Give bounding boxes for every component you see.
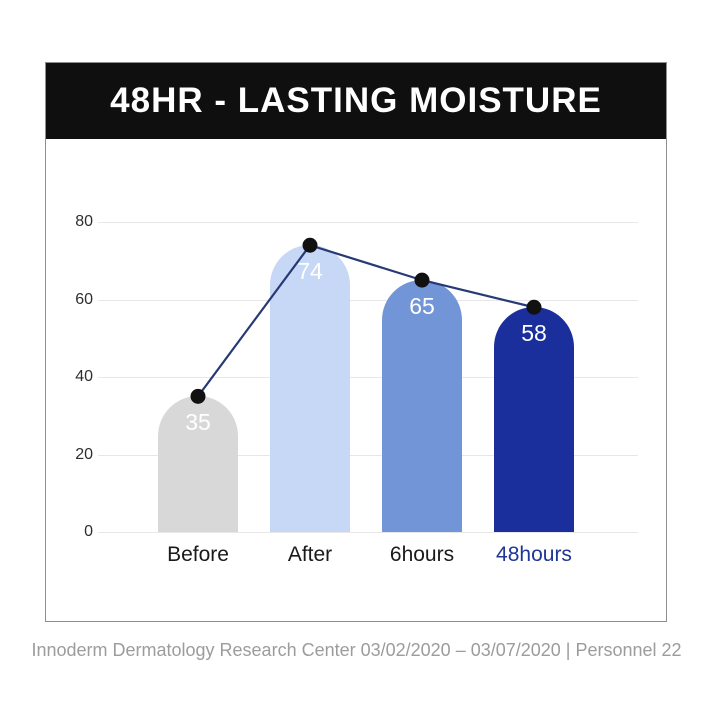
- bar-chart: 0 20 40 60 80 35 74 65 58 Before After 6hours 48hour…: [46, 139, 666, 621]
- bar-value-label: 35: [185, 409, 211, 436]
- bar-after: 74: [270, 245, 350, 532]
- trend-line: [197, 243, 535, 398]
- y-axis-tick-label: 20: [75, 446, 93, 463]
- bar-value-label: 65: [409, 293, 435, 320]
- bar-value-label: 58: [521, 320, 547, 347]
- bar-6hours: 65: [382, 280, 462, 532]
- chart-title: 48HR - LASTING MOISTURE: [110, 81, 602, 120]
- gridline: [98, 300, 638, 301]
- bar-value-label: 74: [297, 258, 323, 285]
- footer-caption: Innoderm Dermatology Research Center 03/…: [31, 640, 682, 660]
- bar-48hours: 58: [494, 307, 574, 532]
- gridline: [98, 455, 638, 456]
- title-banner: 48HR - LASTING MOISTURE: [46, 63, 666, 139]
- x-axis-label-48hours: 48hours: [496, 543, 572, 566]
- y-axis-tick-label: 60: [75, 291, 93, 308]
- y-axis-tick-label: 40: [75, 368, 93, 385]
- bar-before: 35: [158, 396, 238, 532]
- gridline: [98, 532, 638, 533]
- x-axis-label-6hours: 6hours: [389, 543, 455, 566]
- y-axis-tick-label: 80: [75, 213, 93, 230]
- y-axis-tick-label: 0: [84, 523, 93, 540]
- x-axis-label-before: Before: [167, 543, 229, 566]
- chart-card: 48HR - LASTING MOISTURE 0 20 40 60 80 35 74 65 5…: [45, 62, 667, 622]
- x-axis-label-after: After: [287, 543, 333, 566]
- gridline: [98, 222, 638, 223]
